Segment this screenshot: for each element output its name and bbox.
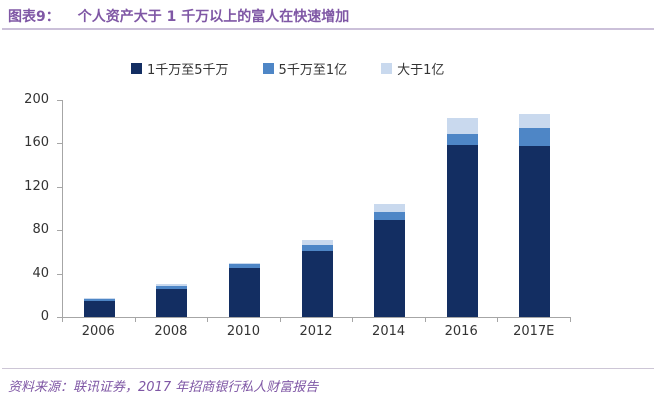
chart-header: 图表9： 个人资产大于 1 千万以上的富人在快速增加 bbox=[8, 6, 349, 26]
x-axis-labels: 2006 2008 2010 2012 2014 2016 2017E bbox=[62, 324, 570, 339]
bar-stack bbox=[301, 239, 333, 317]
legend-item-tier1: 1千万至5千万 bbox=[131, 59, 229, 78]
x-tick-mark bbox=[570, 318, 571, 322]
bar-segment bbox=[228, 268, 260, 317]
bar-segment bbox=[156, 285, 188, 289]
y-tick-label: 160 bbox=[24, 135, 49, 151]
x-tick-label: 2010 bbox=[226, 324, 260, 339]
bar-segment bbox=[301, 250, 333, 317]
bar-group-2008 bbox=[136, 100, 209, 317]
x-tick-label: 2006 bbox=[81, 324, 115, 339]
y-tick-mark bbox=[57, 100, 62, 101]
y-axis-labels: 0 40 80 120 160 200 bbox=[0, 93, 56, 324]
bar-segment bbox=[374, 211, 406, 221]
legend-swatch-light-blue bbox=[381, 63, 393, 74]
y-tick-mark bbox=[57, 273, 62, 275]
legend-swatch-dark-blue bbox=[131, 63, 142, 74]
bar-segment bbox=[228, 262, 260, 264]
bar-segment bbox=[156, 288, 188, 317]
x-tick-mark bbox=[62, 318, 63, 322]
plot-area bbox=[62, 100, 571, 318]
legend-swatch-medium-blue bbox=[262, 63, 274, 74]
y-tick-mark bbox=[57, 143, 62, 145]
bar-segment bbox=[83, 297, 115, 299]
bar-segment bbox=[374, 220, 406, 317]
y-tick-mark bbox=[57, 230, 62, 232]
bar-stack bbox=[228, 262, 260, 317]
y-tick-label: 40 bbox=[32, 265, 49, 281]
bar-segment bbox=[83, 298, 115, 301]
bar-segment bbox=[228, 263, 260, 269]
y-tick-label: 120 bbox=[24, 178, 49, 194]
footer-divider bbox=[2, 368, 654, 369]
header-divider bbox=[2, 28, 654, 30]
x-tick-label: 2017E bbox=[513, 324, 555, 339]
bar-stack bbox=[374, 204, 406, 317]
bar-stack bbox=[83, 297, 115, 317]
x-tick-mark bbox=[134, 318, 136, 322]
bar-stack bbox=[519, 114, 551, 317]
bar-segment bbox=[156, 284, 188, 286]
chart-title: 个人资产大于 1 千万以上的富人在快速增加 bbox=[77, 9, 350, 25]
bar-group-2012 bbox=[281, 100, 354, 317]
y-tick-mark bbox=[57, 186, 62, 188]
x-tick-mark bbox=[497, 318, 499, 322]
bar-segment bbox=[446, 144, 478, 317]
bar-segment bbox=[446, 133, 478, 145]
legend-item-tier3: 大于1亿 bbox=[381, 59, 444, 78]
x-tick-label: 2012 bbox=[299, 324, 333, 339]
bar-segment bbox=[301, 239, 333, 246]
x-tick-label: 2016 bbox=[444, 324, 478, 339]
x-tick-mark bbox=[279, 318, 281, 322]
y-tick-label: 80 bbox=[32, 222, 49, 238]
bar-segment bbox=[374, 204, 406, 212]
x-tick-mark bbox=[207, 318, 209, 322]
legend-label: 大于1亿 bbox=[397, 63, 445, 78]
legend-item-tier2: 5千万至1亿 bbox=[262, 59, 348, 78]
bar-segment bbox=[519, 114, 551, 129]
chart-number-label: 图表9： bbox=[8, 9, 60, 25]
chart-legend: 1千万至5千万 5千万至1亿 大于1亿 bbox=[131, 59, 444, 78]
y-tick-label: 200 bbox=[24, 92, 49, 107]
x-tick-label: 2014 bbox=[372, 324, 406, 339]
source-note: 资料来源：联讯证券，2017 年招商银行私人财富报告 bbox=[8, 380, 319, 395]
legend-label: 5千万至1亿 bbox=[278, 63, 348, 78]
bar-group-2010 bbox=[208, 100, 281, 317]
x-tick-mark bbox=[352, 318, 354, 322]
x-tick-label: 2008 bbox=[154, 324, 188, 339]
bar-group-2014 bbox=[353, 100, 426, 317]
bar-segment bbox=[446, 118, 478, 134]
bar-segment bbox=[519, 145, 551, 317]
legend-label: 1千万至5千万 bbox=[147, 63, 229, 78]
bar-group-2016 bbox=[426, 100, 499, 317]
bar-group-2017E bbox=[498, 100, 571, 317]
y-tick-mark bbox=[57, 317, 62, 318]
bar-segment bbox=[519, 128, 551, 146]
bar-stack bbox=[446, 118, 478, 317]
bar-segment bbox=[83, 300, 115, 317]
bar-group-2006 bbox=[63, 100, 136, 317]
bar-segment bbox=[301, 245, 333, 251]
y-tick-label: 0 bbox=[40, 309, 49, 324]
x-tick-mark bbox=[424, 318, 426, 322]
bar-stack bbox=[156, 284, 188, 317]
